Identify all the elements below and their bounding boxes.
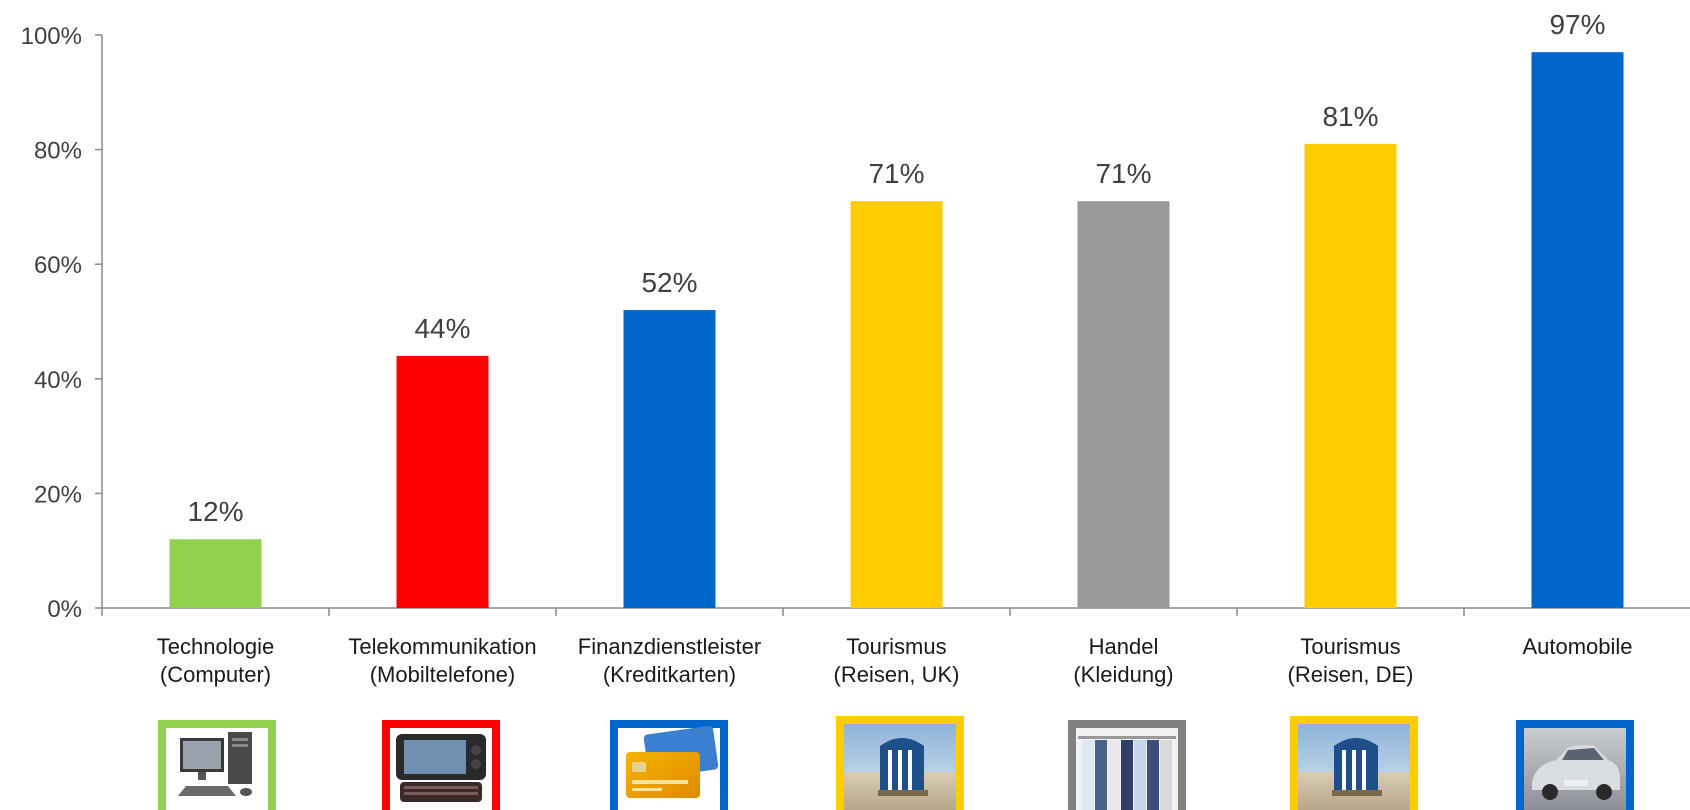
value-labels: 12% 44% 52% 71% 71% 81% 97% [187, 9, 1605, 527]
data-label: 12% [187, 496, 243, 527]
data-label: 52% [641, 267, 697, 298]
y-tick-label: 100% [21, 23, 82, 50]
y-tick-label: 20% [34, 481, 82, 508]
bar [850, 201, 943, 609]
car-icon [1516, 720, 1634, 810]
category-label: Tourismus [846, 634, 946, 659]
category-label: Finanzdienstleister [578, 634, 761, 659]
data-label: 97% [1549, 9, 1605, 40]
bar [1531, 52, 1624, 608]
clothing-rack-icon [1068, 720, 1186, 810]
category-label: Technologie [157, 634, 274, 659]
category-label: Telekommunikation [348, 634, 536, 659]
category-labels: Technologie (Computer) Telekommunikation (M… [157, 634, 1633, 687]
category-label: (Computer) [160, 662, 271, 687]
data-label: 71% [1095, 158, 1151, 189]
credit-card-icon [610, 720, 728, 810]
smartphone-icon [382, 720, 500, 810]
bar [1077, 201, 1170, 609]
y-tick-label: 40% [34, 367, 82, 394]
category-label: Automobile [1522, 634, 1632, 659]
category-label: (Reisen, DE) [1288, 662, 1414, 687]
bars [169, 52, 1624, 609]
bar [1304, 143, 1397, 608]
category-label: Handel [1089, 634, 1159, 659]
data-label: 44% [414, 313, 470, 344]
y-tick-label: 60% [34, 252, 82, 279]
computer-icon [158, 720, 276, 810]
bar [169, 539, 262, 608]
category-label: (Reisen, UK) [834, 662, 960, 687]
bar [623, 310, 716, 608]
category-label: (Kleidung) [1073, 662, 1173, 687]
data-label: 71% [868, 158, 924, 189]
bar [396, 355, 489, 608]
y-tick-label: 0% [47, 596, 82, 623]
beach-chair-icon [1290, 716, 1418, 810]
beach-chair-icon [836, 716, 964, 810]
y-axis: 0% 20% 40% 60% 80% 100% [21, 23, 103, 623]
data-label: 81% [1322, 101, 1378, 132]
category-label: (Mobiltelefone) [370, 662, 516, 687]
x-axis [101, 607, 1690, 616]
category-label: Tourismus [1300, 634, 1400, 659]
y-tick-label: 80% [34, 138, 82, 165]
category-label: (Kreditkarten) [603, 662, 736, 687]
